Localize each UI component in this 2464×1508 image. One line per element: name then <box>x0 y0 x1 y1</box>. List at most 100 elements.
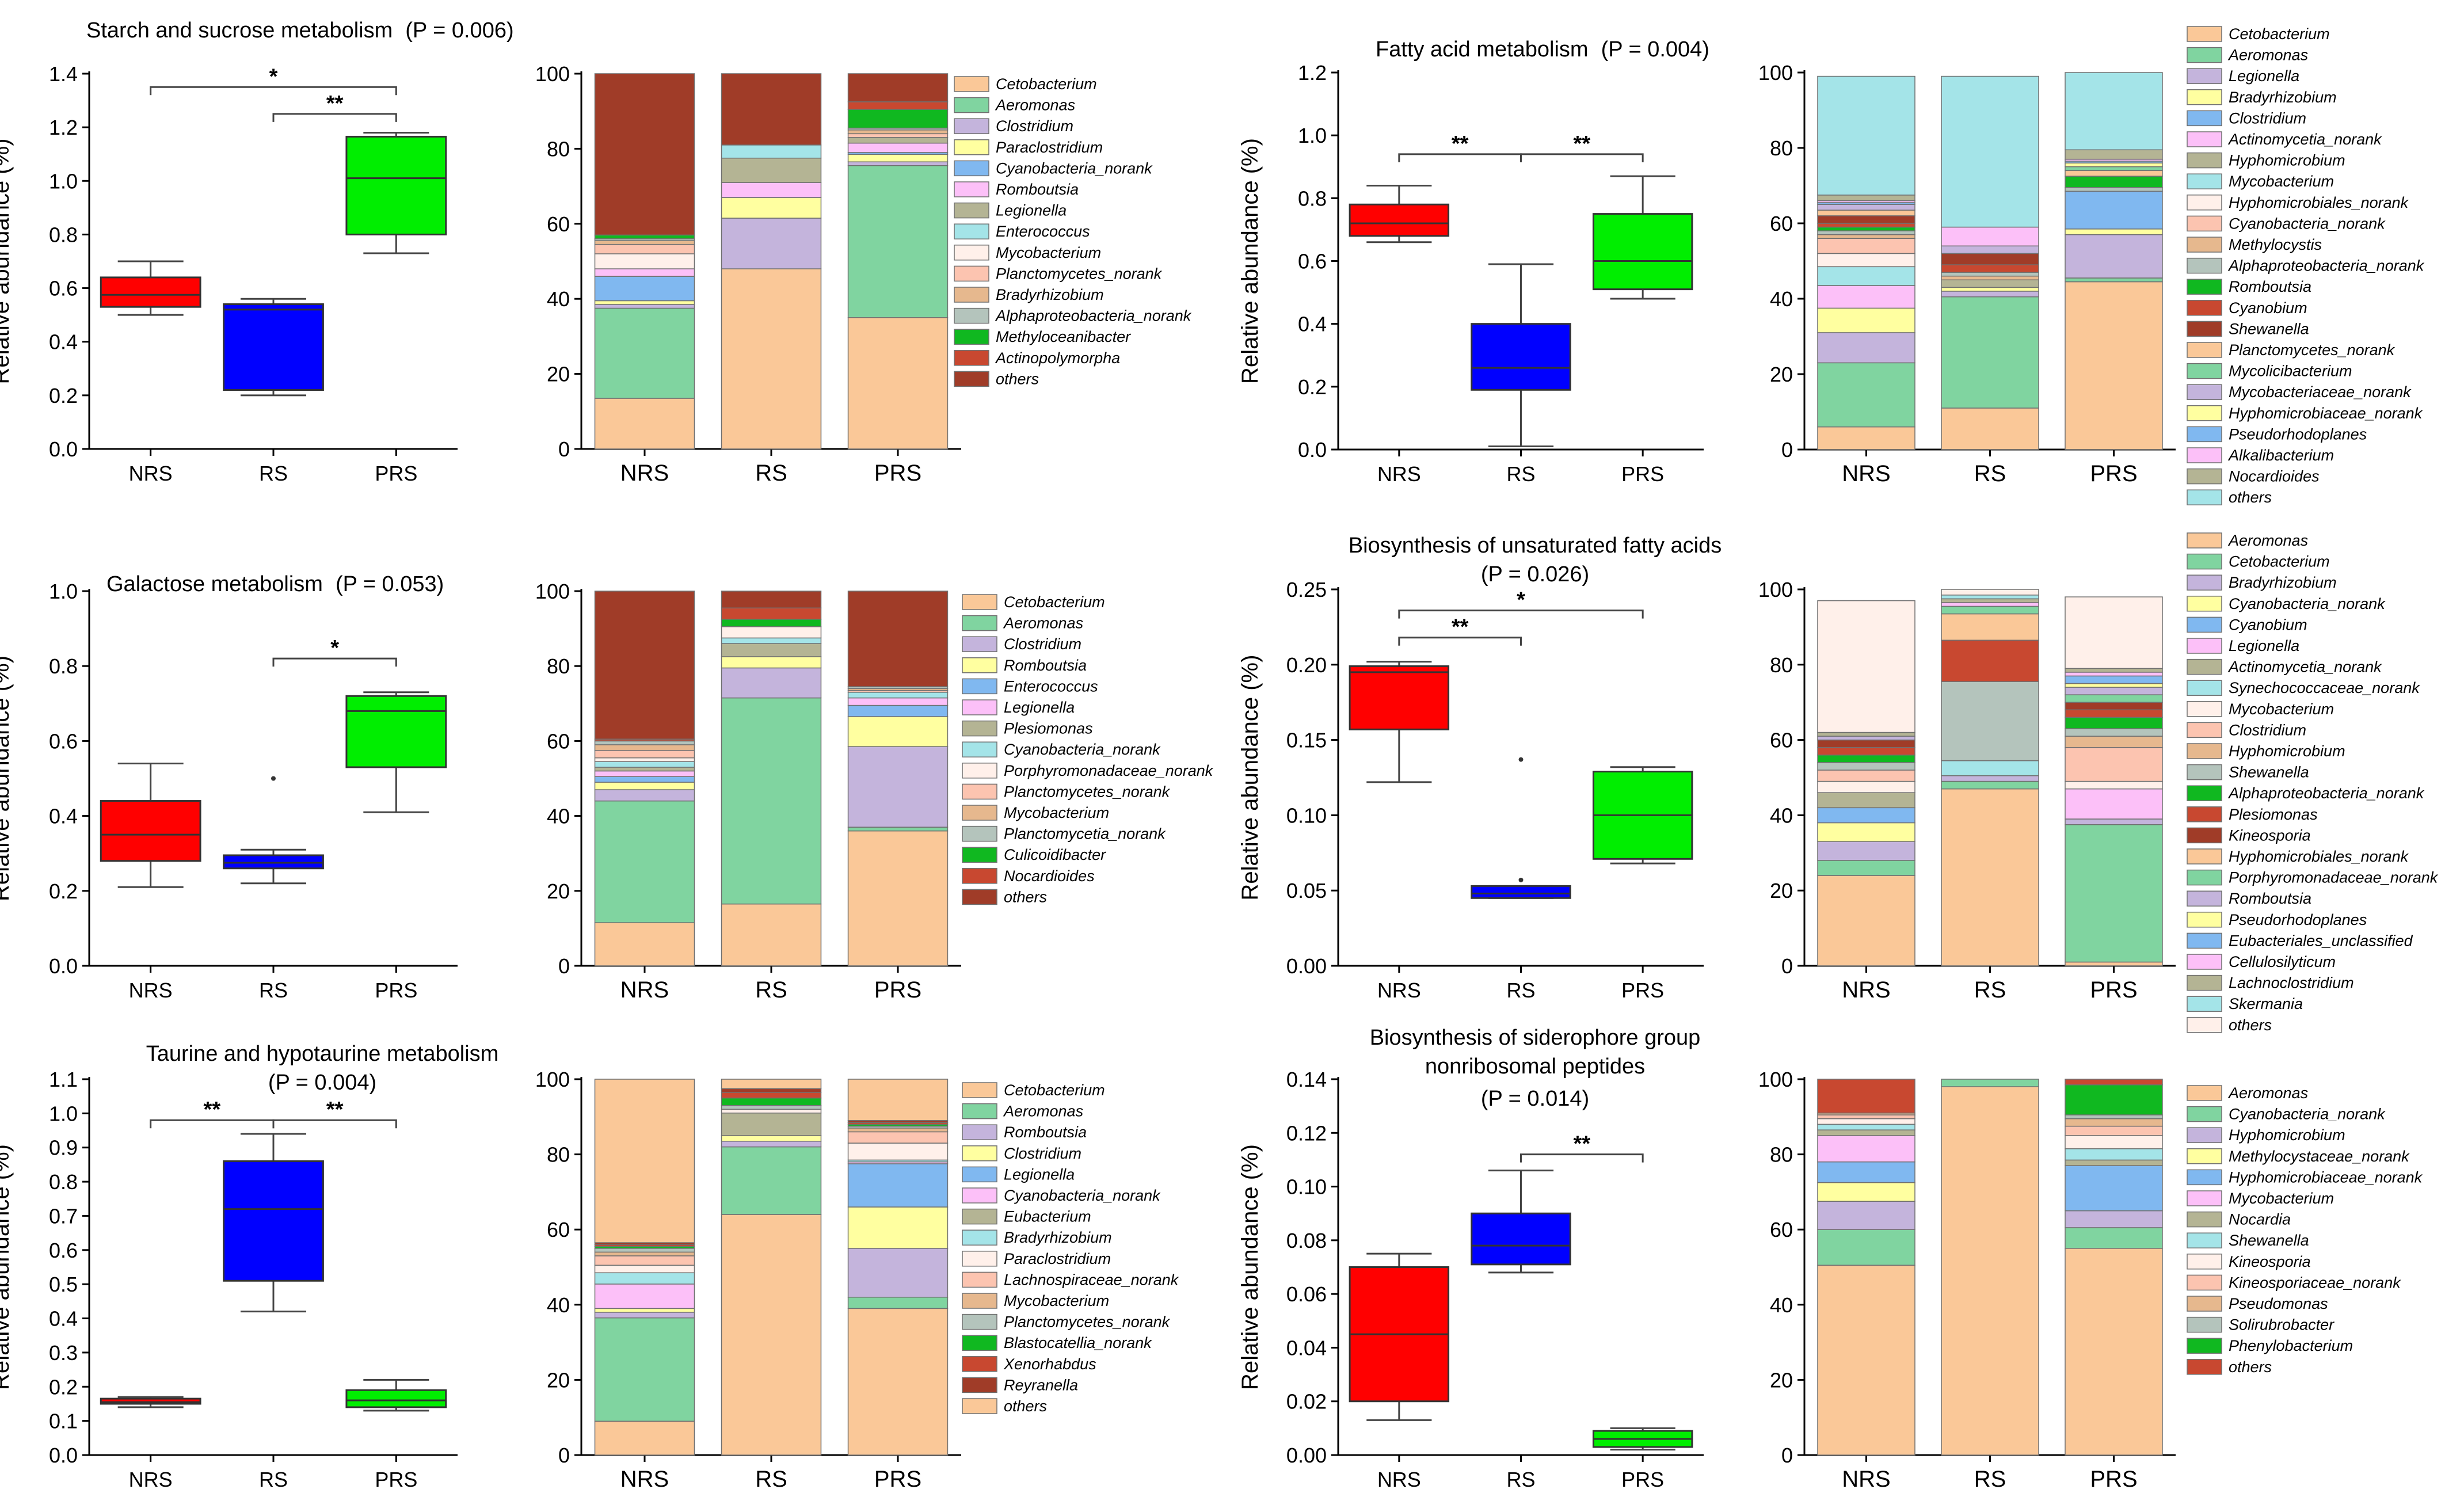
y-tick-label: 20 <box>547 363 570 386</box>
bar-segment <box>721 643 822 657</box>
legend-label: Methylocystis <box>2229 236 2322 253</box>
legend-label: Synechococcaceae_norank <box>2229 679 2420 696</box>
significance-bracket: ** <box>150 1098 275 1129</box>
legend-item: Lachnospiraceae_norank <box>962 1271 1179 1288</box>
legend-label: Skermania <box>2229 995 2303 1012</box>
stacked-bar-fatty: 0 20 40 60 80 100 NRS RS PRS Cetobacterium Aeromon… <box>1758 25 2425 506</box>
legend-item: Shewanella <box>2187 320 2309 337</box>
x-tick-label: NRS <box>620 460 669 486</box>
legend-item: Alphaproteobacteria_norank <box>954 307 1192 325</box>
legend-label: Cellulosilyticum <box>2229 953 2336 970</box>
legend-swatch <box>962 699 997 715</box>
x-tick-label: RS <box>1506 978 1535 1002</box>
legend-item: Mycobacterium <box>954 244 1101 261</box>
box-PRS <box>1592 1427 1693 1451</box>
legend-label: Eubacteriales_unclassified <box>2229 932 2413 949</box>
chart-pvalue: (P = 0.053) <box>336 572 444 596</box>
bar-segment <box>1817 230 1915 235</box>
significance-label: ** <box>1452 615 1469 639</box>
legend-item: Romboutsia <box>2187 890 2311 907</box>
y-tick-label: 0.0 <box>49 954 78 978</box>
y-tick-label: 0.8 <box>49 223 78 246</box>
bar-segment <box>847 830 949 966</box>
bar-segment <box>594 1308 695 1313</box>
x-tick-label: RS <box>259 1468 288 1491</box>
legend-item: Cellulosilyticum <box>2187 953 2336 970</box>
bar-segment <box>847 746 949 828</box>
legend-item: Plesiomonas <box>2187 806 2318 823</box>
legend-swatch <box>2187 321 2222 337</box>
legend-swatch <box>962 1208 997 1225</box>
legend-swatch <box>962 1082 997 1098</box>
legend-swatch <box>2187 658 2222 675</box>
y-tick-label: 40 <box>1770 1293 1793 1317</box>
legend-swatch <box>2187 68 2222 84</box>
x-tick-label: RS <box>1506 1468 1535 1491</box>
chart-title: Galactose metabolism <box>106 572 323 596</box>
legend-label: Alphaproteobacteria_norank <box>2227 257 2425 275</box>
y-tick-label: 60 <box>1770 1218 1793 1242</box>
y-tick-label: 1.0 <box>49 580 78 603</box>
legend-item: Hyphomicrobiales_norank <box>2187 194 2409 211</box>
legend-item: Nocardia <box>2187 1211 2291 1228</box>
bar-segment <box>2065 728 2163 737</box>
legend-item: Cyanobacteria_norank <box>2187 215 2386 232</box>
legend-swatch <box>962 1335 997 1351</box>
legend-swatch <box>2187 426 2222 443</box>
outlier-point <box>1518 757 1524 762</box>
bar-segment <box>1941 75 2039 228</box>
bar-segment <box>1817 762 1915 771</box>
legend-label: others <box>1004 888 1047 905</box>
legend-label: Lachnoclostridium <box>2229 974 2354 992</box>
bar-segment <box>1817 1201 1915 1230</box>
legend-swatch <box>2187 1017 2222 1033</box>
bar-segment <box>1817 600 1915 733</box>
bar-segment <box>1941 780 2039 790</box>
x-tick-label: RS <box>1974 977 2006 1003</box>
legend-swatch <box>2187 996 2222 1012</box>
bar-segment <box>847 1296 949 1309</box>
legend-swatch <box>962 1377 997 1393</box>
legend-swatch <box>2187 468 2222 485</box>
legend-item: Plesiomonas <box>962 720 1093 737</box>
y-tick-label: 60 <box>1770 212 1793 235</box>
legend-label: Actinomycetia_norank <box>2227 131 2382 148</box>
legend-item: Cetobacterium <box>962 593 1105 611</box>
chart-pvalue: (P = 0.006) <box>405 18 513 43</box>
bar-segment <box>594 240 695 245</box>
x-tick-label: PRS <box>874 1467 921 1492</box>
bar-segment <box>1817 1182 1915 1202</box>
bar-segment <box>594 1248 695 1253</box>
legend-swatch <box>962 636 997 652</box>
bar-segment <box>721 73 822 146</box>
legend-item: Aeromonas <box>2187 532 2308 549</box>
legend-item: others <box>2187 1016 2272 1034</box>
significance-label: ** <box>326 1098 344 1122</box>
y-tick-label: 20 <box>1770 879 1793 902</box>
legend-label: Cyanobacteria_norank <box>2229 215 2386 232</box>
legend-swatch <box>962 783 997 800</box>
y-tick-label: 60 <box>547 1218 570 1242</box>
y-tick-label: 80 <box>547 1143 570 1167</box>
legend-item: Alphaproteobacteria_norank <box>2187 257 2425 275</box>
legend-swatch <box>962 1251 997 1267</box>
bar-segment <box>1941 245 2039 254</box>
significance-bracket: ** <box>272 92 397 122</box>
significance-bracket: * <box>150 64 397 96</box>
y-tick-label: 0.02 <box>1286 1390 1327 1414</box>
legend-swatch <box>2187 532 2222 549</box>
legend-swatch <box>2187 1316 2222 1333</box>
y-tick-label: 1.0 <box>1298 124 1327 147</box>
boxplot-starch: Starch and sucrose metabolism (P = 0.006)… <box>0 18 514 485</box>
legend-item: Planctomycetes_norank <box>962 783 1171 800</box>
legend-item: Hyphomicrobium <box>2187 742 2345 760</box>
bar-segment <box>1941 602 2039 607</box>
bar-segment <box>1941 613 2039 641</box>
x-tick-label: PRS <box>874 460 921 486</box>
bar-segment <box>847 1079 949 1121</box>
bar-segment <box>847 142 949 153</box>
bar-segment <box>2065 717 2163 729</box>
legend-item: Kineosporia <box>2187 827 2311 844</box>
bar-segment <box>594 1317 695 1422</box>
bar-segment <box>594 73 695 236</box>
